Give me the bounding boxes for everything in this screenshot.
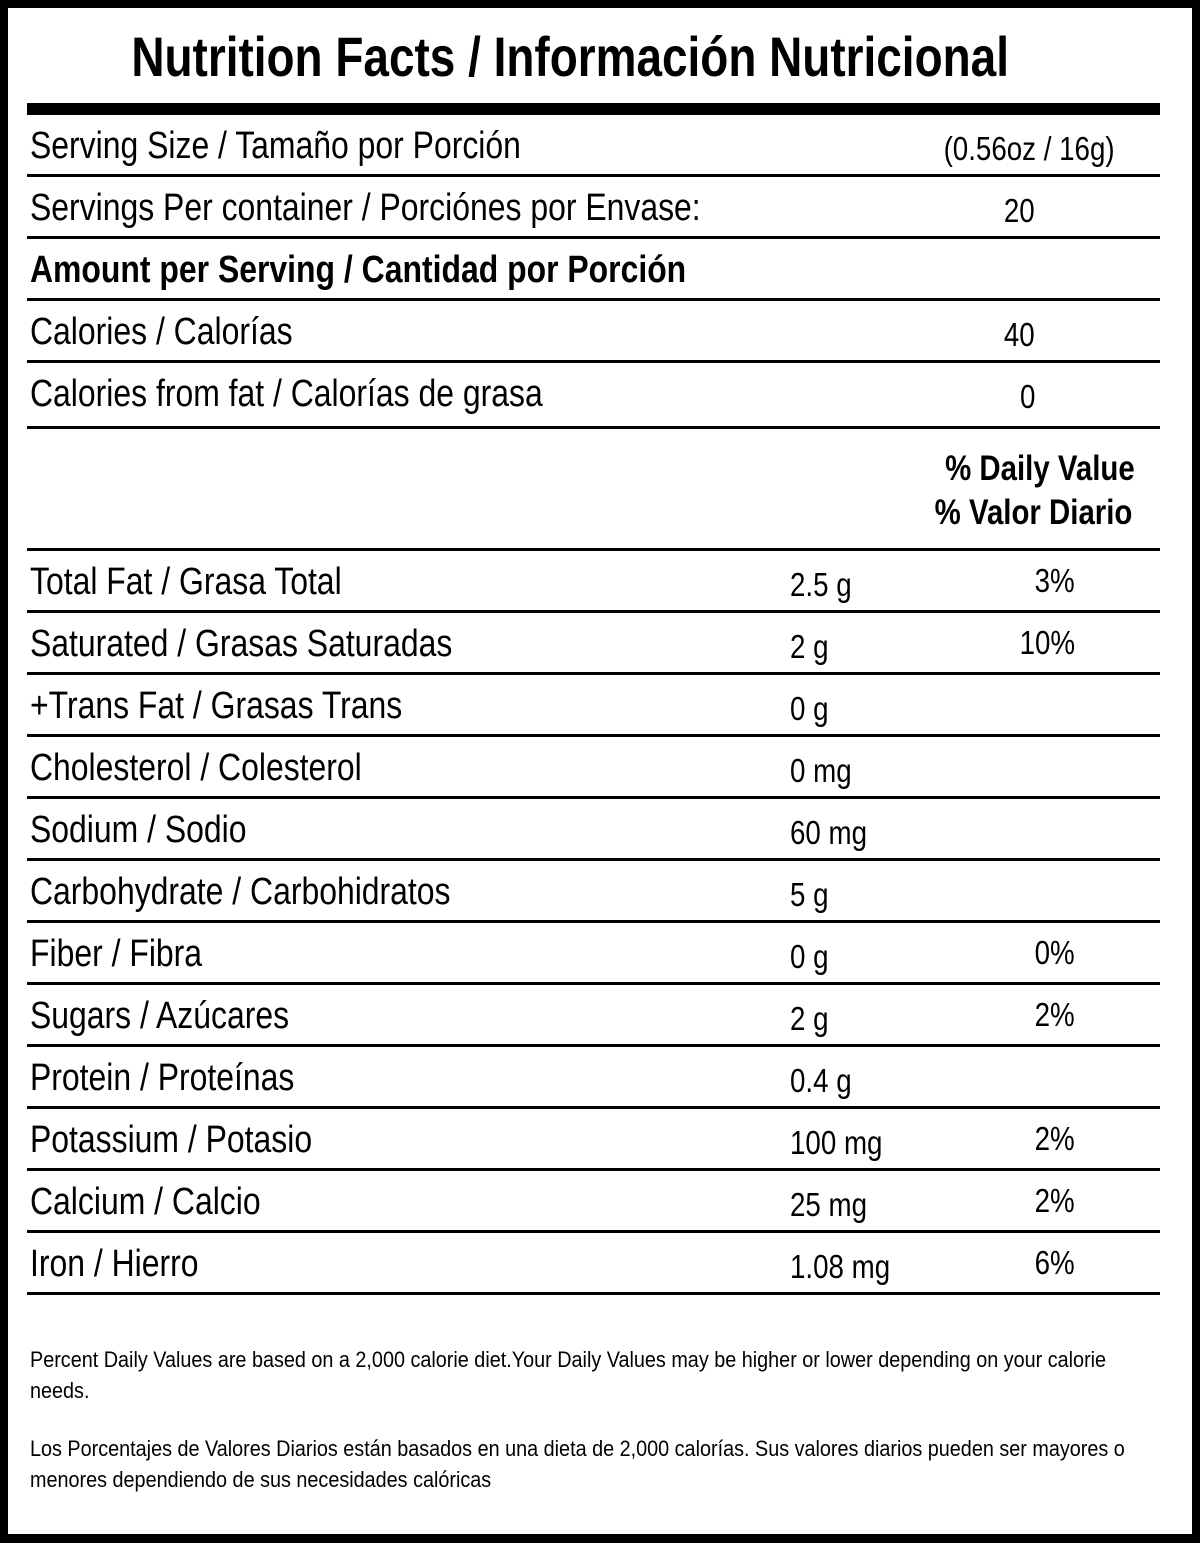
row-value: 20 [1004, 192, 1035, 229]
serving-size-row: Serving Size / Tamaño por Porción (0.56o… [27, 115, 1160, 177]
nutrient-row: Cholesterol / Colesterol 0 mg [27, 737, 1160, 799]
nutrient-label: Calcium / Calcio [30, 1181, 261, 1223]
dv-header-es: % Valor Diario [934, 493, 1132, 532]
nutrient-label: Sugars / Azúcares [30, 995, 290, 1037]
daily-value-header-row: % Daily Value % Valor Diario [27, 429, 1160, 551]
nutrient-row: Saturated / Grasas Saturadas 2 g 10% [27, 613, 1160, 675]
row-label: Calories from fat / Calorías de grasa [30, 373, 543, 415]
dv-header-en: % Daily Value [945, 449, 1135, 488]
nutrient-row: Fiber / Fibra 0 g 0% [27, 923, 1160, 985]
nutrient-label: Fiber / Fibra [30, 933, 203, 975]
row-value: (0.56oz / 16g) [943, 130, 1115, 167]
amount-header-row: Amount per Serving / Cantidad por Porció… [27, 239, 1160, 301]
nutrient-label: Saturated / Grasas Saturadas [30, 623, 453, 665]
nutrient-amount: 0.4 g [790, 1062, 852, 1099]
nutrient-label: Sodium / Sodio [30, 809, 247, 851]
calories-row: Calories / Calorías 40 [27, 301, 1160, 363]
nutrient-row: Protein / Proteínas 0.4 g [27, 1047, 1160, 1109]
row-label: Serving Size / Tamaño por Porción [30, 125, 521, 167]
nutrient-amount: 5 g [790, 876, 829, 913]
nutrient-row: Sodium / Sodio 60 mg [27, 799, 1160, 861]
nutrient-amount: 2 g [790, 628, 829, 665]
nutrient-daily-value: 2% [1034, 996, 1075, 1033]
nutrient-label: Iron / Hierro [30, 1243, 199, 1285]
nutrient-daily-value: 2% [1034, 1182, 1075, 1219]
calories-from-fat-row: Calories from fat / Calorías de grasa 0 [27, 363, 1160, 429]
nutrient-row: Total Fat / Grasa Total 2.5 g 3% [27, 551, 1160, 613]
nutrient-row: Potassium / Potasio 100 mg 2% [27, 1109, 1160, 1171]
nutrient-label: Total Fat / Grasa Total [30, 561, 342, 603]
nutrient-label: Carbohydrate / Carbohidratos [30, 871, 451, 913]
nutrient-amount: 0 mg [790, 752, 852, 789]
nutrient-label: Potassium / Potasio [30, 1119, 313, 1161]
servings-per-container-row: Servings Per container / Porciónes por E… [27, 177, 1160, 239]
thick-divider [27, 103, 1160, 115]
nutrient-daily-value: 2% [1034, 1120, 1075, 1157]
nutrient-daily-value: 10% [1019, 624, 1075, 661]
label-title: Nutrition Facts / Información Nutriciona… [0, 22, 1140, 92]
nutrient-amount: 2 g [790, 1000, 829, 1037]
nutrient-row: Iron / Hierro 1.08 mg 6% [27, 1233, 1160, 1295]
nutrient-row: +Trans Fat / Grasas Trans 0 g [27, 675, 1160, 737]
nutrient-amount: 100 mg [790, 1124, 883, 1161]
title-text: Nutrition Facts / Información Nutriciona… [131, 25, 1009, 88]
nutrient-row: Calcium / Calcio 25 mg 2% [27, 1171, 1160, 1233]
footnote-english: Percent Daily Values are based on a 2,00… [30, 1347, 1107, 1403]
nutrient-row: Sugars / Azúcares 2 g 2% [27, 985, 1160, 1047]
nutrition-table: Serving Size / Tamaño por Porción (0.56o… [27, 115, 1160, 1295]
footnote-spanish: Los Porcentajes de Valores Diarios están… [30, 1436, 1125, 1492]
nutrient-list: Total Fat / Grasa Total 2.5 g 3% Saturated … [27, 551, 1160, 1295]
nutrient-amount: 2.5 g [790, 566, 852, 603]
nutrient-daily-value: 3% [1034, 562, 1075, 599]
nutrient-amount: 25 mg [790, 1186, 868, 1223]
row-label: Servings Per container / Porciónes por E… [30, 187, 701, 229]
nutrient-label: +Trans Fat / Grasas Trans [30, 685, 403, 727]
nutrient-amount: 1.08 mg [790, 1248, 891, 1285]
nutrient-daily-value: 0% [1034, 934, 1075, 971]
amount-header: Amount per Serving / Cantidad por Porció… [30, 249, 687, 291]
nutrient-label: Cholesterol / Colesterol [30, 747, 362, 789]
nutrient-amount: 0 g [790, 938, 829, 975]
nutrient-amount: 60 mg [790, 814, 868, 851]
row-label: Calories / Calorías [30, 311, 293, 353]
nutrient-label: Protein / Proteínas [30, 1057, 295, 1099]
nutrient-daily-value: 6% [1034, 1244, 1075, 1281]
row-value: 40 [1004, 316, 1035, 353]
row-value: 0 [1019, 378, 1035, 415]
nutrient-row: Carbohydrate / Carbohidratos 5 g [27, 861, 1160, 923]
nutrient-amount: 0 g [790, 690, 829, 727]
